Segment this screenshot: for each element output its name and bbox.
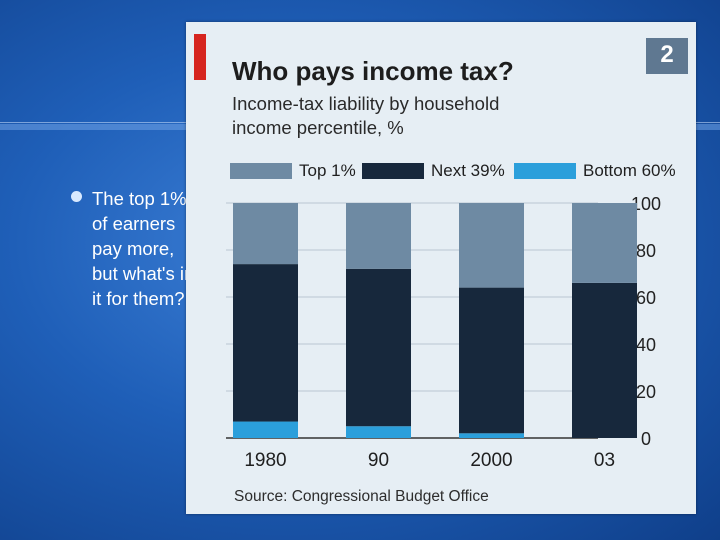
legend-item-top-1: Top 1% [230,160,356,182]
y-tick-label: 60 [636,288,656,308]
legend-swatch [514,163,576,179]
bullet-text: The top 1% of earners pay more, but what… [92,186,242,311]
y-tick-label: 40 [636,335,656,355]
bar-segment [233,421,298,438]
chart-title: Who pays income tax? [232,56,514,86]
bar-segment [346,268,411,427]
bar-segment [459,203,524,288]
y-tick-label: 100 [631,194,661,214]
bar-segment [346,203,411,269]
bar-segment [459,433,524,438]
chart-subtitle: Income-tax liability by household income… [232,93,500,138]
x-tick-label: 90 [368,450,389,471]
x-tick-label: 1980 [244,450,286,471]
bullet-line: The top 1% [92,188,187,209]
bullet-line: but what's in [92,263,195,284]
legend-label: Next 39% [431,161,505,180]
bar-segment [233,264,298,422]
y-tick-label: 80 [636,241,656,261]
bullet-line: of earners [92,213,176,234]
chart-legend: Top 1% Next 39% Bottom 60% [230,160,690,182]
bullet-icon [71,191,82,202]
bar-segment [459,287,524,434]
bar-segment [233,203,298,265]
x-tick-label: 03 [594,450,615,471]
legend-item-next-39: Next 39% [362,160,505,182]
legend-label: Top 1% [299,161,356,180]
legend-swatch [230,163,292,179]
source-note: Source: Congressional Budget Office [234,488,489,505]
bullet-line: pay more, [92,238,175,259]
stacked-bar-chart: 0 20 40 60 80 100 1980 90 2000 03 [226,194,661,471]
x-tick-label: 2000 [470,450,512,471]
red-accent-bar [194,34,206,80]
bar-segment [346,426,411,438]
y-tick-label: 20 [636,382,656,402]
bar-segment [572,282,637,438]
bar-segment [572,203,637,283]
figure-number-badge: 2 [646,38,688,74]
legend-label: Bottom 60% [583,161,676,180]
figure-number: 2 [660,41,674,68]
legend-item-bottom-60: Bottom 60% [514,160,676,182]
y-tick-label: 0 [641,429,651,449]
legend-swatch [362,163,424,179]
bullet-line: it for them? [92,288,185,309]
chart-photo: 2 Who pays income tax? Income-tax liabil… [186,22,696,514]
